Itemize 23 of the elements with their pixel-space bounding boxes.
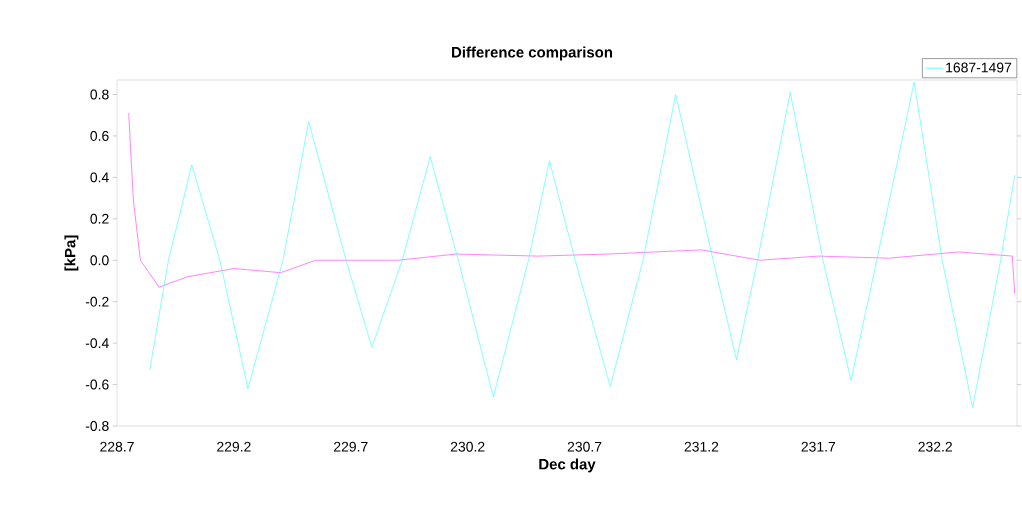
x-tick-label: 229.7 (334, 441, 368, 452)
y-axis-title: [kPa] (64, 235, 79, 271)
y-tick-label: 0.0 (90, 255, 109, 266)
x-tick-label: 232.2 (918, 441, 952, 452)
x-tick-label: 230.7 (567, 441, 602, 452)
line-series (149, 81, 1015, 408)
y-tick-label: -0.4 (85, 338, 109, 349)
x-tick-label: 231.7 (801, 441, 836, 452)
x-tick-label: 229.2 (217, 441, 251, 452)
y-tick-label: 0.2 (90, 213, 109, 224)
y-tick-label: 0.6 (90, 130, 109, 141)
y-tick-label: 0.4 (90, 172, 109, 183)
x-tick-label: 230.2 (450, 441, 485, 452)
chart-title: Difference comparison (452, 46, 613, 61)
x-tick-label: 231.2 (684, 441, 719, 452)
y-tick-label: -0.6 (85, 379, 109, 390)
y-tick-label: -0.2 (85, 296, 109, 307)
line-series (128, 112, 1015, 294)
legend-label: 1687-1497 (946, 62, 1012, 73)
x-tick-label: 228.7 (100, 441, 134, 452)
x-axis-title: Dec day (539, 458, 596, 473)
y-tick-label: 0.8 (90, 89, 109, 100)
y-tick-label: -0.8 (85, 421, 109, 431)
